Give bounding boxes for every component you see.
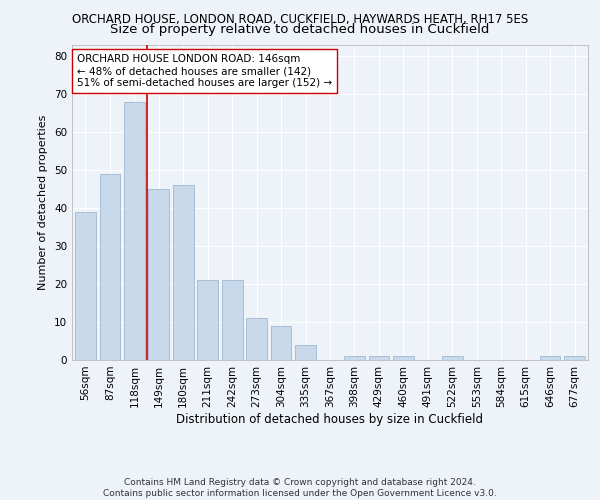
Bar bbox=[368, 356, 389, 360]
Text: ORCHARD HOUSE, LONDON ROAD, CUCKFIELD, HAYWARDS HEATH, RH17 5ES: ORCHARD HOUSE, LONDON ROAD, CUCKFIELD, H… bbox=[72, 12, 528, 26]
Bar bbox=[173, 186, 194, 360]
Bar bbox=[442, 356, 463, 360]
Y-axis label: Number of detached properties: Number of detached properties bbox=[38, 115, 49, 290]
Text: ORCHARD HOUSE LONDON ROAD: 146sqm
← 48% of detached houses are smaller (142)
51%: ORCHARD HOUSE LONDON ROAD: 146sqm ← 48% … bbox=[77, 54, 332, 88]
Bar bbox=[295, 345, 316, 360]
Text: Contains HM Land Registry data © Crown copyright and database right 2024.
Contai: Contains HM Land Registry data © Crown c… bbox=[103, 478, 497, 498]
Bar bbox=[100, 174, 120, 360]
Text: Size of property relative to detached houses in Cuckfield: Size of property relative to detached ho… bbox=[110, 22, 490, 36]
Bar bbox=[197, 280, 218, 360]
X-axis label: Distribution of detached houses by size in Cuckfield: Distribution of detached houses by size … bbox=[176, 412, 484, 426]
Bar bbox=[75, 212, 96, 360]
Bar bbox=[393, 356, 414, 360]
Bar bbox=[271, 326, 292, 360]
Bar bbox=[246, 318, 267, 360]
Bar bbox=[222, 280, 242, 360]
Bar bbox=[564, 356, 585, 360]
Bar bbox=[344, 356, 365, 360]
Bar bbox=[124, 102, 145, 360]
Bar bbox=[540, 356, 560, 360]
Bar bbox=[148, 189, 169, 360]
